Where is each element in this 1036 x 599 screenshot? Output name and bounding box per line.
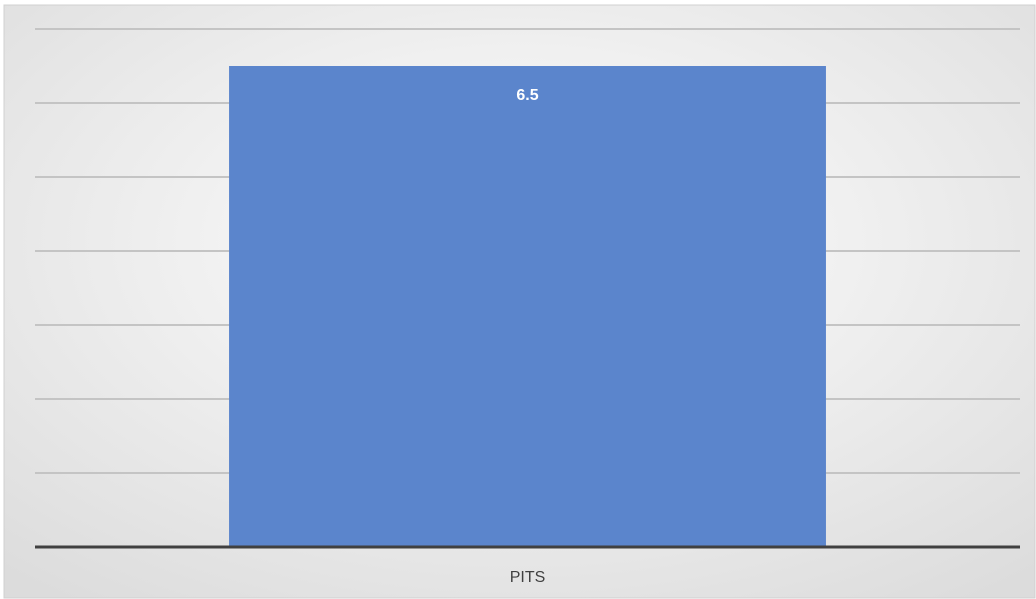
bar bbox=[229, 66, 826, 547]
data-label: 6.5 bbox=[516, 87, 538, 104]
x-tick-label: PITS bbox=[510, 569, 546, 586]
